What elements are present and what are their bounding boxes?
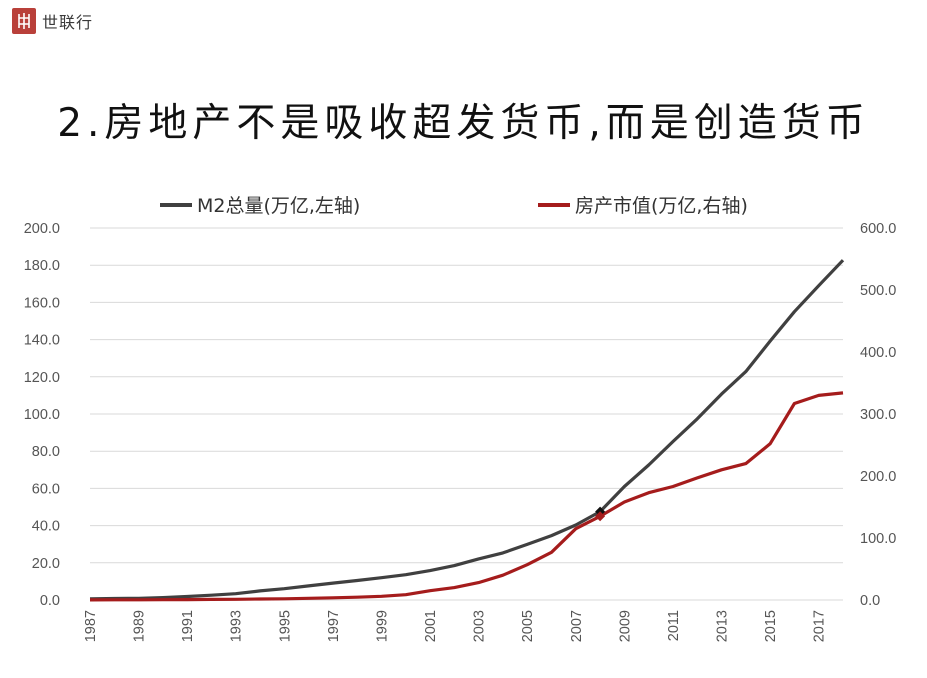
left-tick-label: 20.0 xyxy=(32,556,60,572)
x-tick-label: 1995 xyxy=(277,610,293,642)
legend-label: 房产市值(万亿,右轴) xyxy=(575,195,748,217)
series-lines xyxy=(89,259,845,602)
x-tick-label: 1989 xyxy=(132,610,148,642)
legend-label: M2总量(万亿,左轴) xyxy=(197,195,360,217)
left-tick-label: 140.0 xyxy=(24,333,60,349)
x-tick-label: 2007 xyxy=(569,610,585,642)
x-tick-label: 2001 xyxy=(423,610,439,642)
x-tick-label: 1999 xyxy=(374,610,390,642)
right-tick-label: 500.0 xyxy=(860,283,896,299)
x-tick-label: 1987 xyxy=(83,610,99,642)
left-axis-ticks: 0.0 20.0 40.0 60.0 80.0 100.0 120.0 140.0 160.0 1… xyxy=(24,221,60,609)
logo: 世联行 xyxy=(12,8,93,34)
x-axis-ticks: 1987 1989 1991 1993 1995 1997 1999 2001 2003 2005… xyxy=(83,610,828,642)
x-tick-label: 1993 xyxy=(229,610,245,642)
page-title: 2.房地产不是吸收超发货币,而是创造货币 xyxy=(57,101,870,146)
logo-text: 世联行 xyxy=(42,13,94,32)
legend: M2总量(万亿,左轴) 房产市值(万亿,右轴) xyxy=(160,195,748,217)
x-tick-label: 2013 xyxy=(715,610,731,642)
left-tick-label: 60.0 xyxy=(32,481,60,497)
right-tick-label: 600.0 xyxy=(860,221,896,237)
right-tick-label: 400.0 xyxy=(860,345,896,361)
left-tick-label: 160.0 xyxy=(24,295,60,311)
x-tick-label: 2005 xyxy=(520,610,536,642)
marker-point xyxy=(595,511,606,522)
x-tick-label: 1991 xyxy=(180,610,196,642)
x-tick-label: 2011 xyxy=(666,610,682,641)
x-tick-label: 2015 xyxy=(763,610,779,642)
grid-lines xyxy=(90,227,843,601)
right-tick-label: 300.0 xyxy=(860,407,896,423)
left-tick-label: 100.0 xyxy=(24,407,60,423)
x-tick-label: 2003 xyxy=(472,610,488,642)
right-tick-label: 0.0 xyxy=(860,593,880,609)
series-markers xyxy=(595,506,606,522)
right-tick-label: 200.0 xyxy=(860,469,896,485)
x-tick-label: 2017 xyxy=(812,610,828,642)
right-axis-ticks: 0.0 100.0 200.0 300.0 400.0 500.0 600.0 xyxy=(860,221,896,609)
series-line xyxy=(89,391,844,602)
left-tick-label: 120.0 xyxy=(24,370,60,386)
seal-icon xyxy=(12,8,36,34)
right-tick-label: 100.0 xyxy=(860,531,896,547)
series-line xyxy=(89,259,845,601)
left-tick-label: 180.0 xyxy=(24,258,60,274)
left-tick-label: 80.0 xyxy=(32,444,60,460)
x-tick-label: 1997 xyxy=(326,610,342,642)
left-tick-label: 200.0 xyxy=(24,221,60,237)
left-tick-label: 40.0 xyxy=(32,519,60,535)
x-tick-label: 2009 xyxy=(617,610,633,642)
left-tick-label: 0.0 xyxy=(40,593,60,609)
